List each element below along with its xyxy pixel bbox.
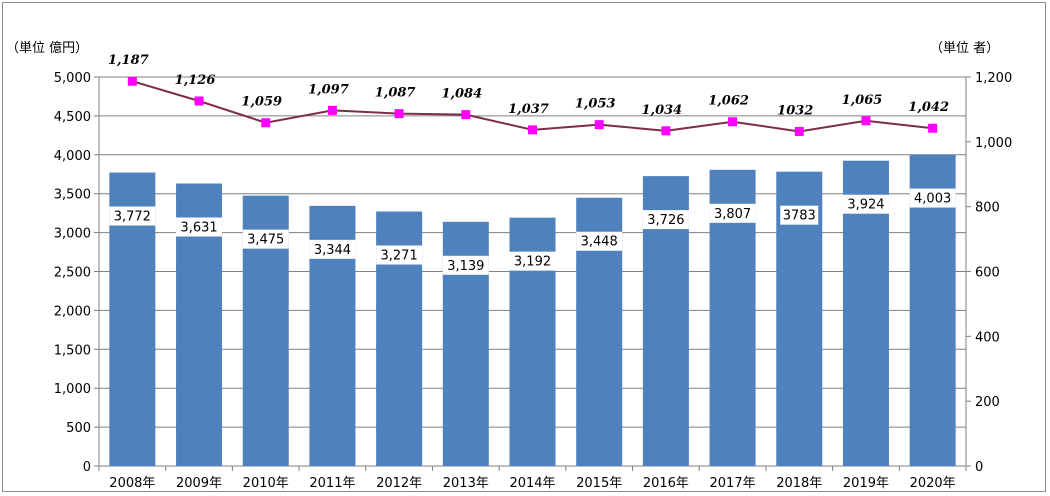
bar-label-box [442,255,489,275]
bar-data-label: 3,924 [847,198,884,213]
bar-data-label: 3,807 [714,207,751,222]
line-data-label: 1,037 [508,102,549,117]
x-tick-label: 2016年 [643,476,689,491]
left-tick-label: 2,000 [54,304,91,319]
line-marker [194,96,204,106]
bar-data-label: 3783 [783,209,816,224]
bar-data-label: 3,631 [180,221,217,236]
x-tick-label: 2019年 [843,476,889,491]
right-tick-label: 1,200 [975,71,1012,86]
line-marker [127,76,137,86]
x-tick-label: 2010年 [243,476,289,491]
line-marker [794,126,804,136]
line-marker [461,110,471,120]
x-tick-label: 2011年 [309,476,355,491]
line-data-label: 1032 [777,103,813,118]
bar-label-box [780,205,819,225]
bar-label-box [909,188,956,208]
bar-label-box [842,194,889,214]
left-tick-label: 5,000 [54,71,91,86]
line-data-label: 1,034 [642,103,683,118]
line-marker [661,126,671,136]
bar-label-box [509,251,556,271]
bar-data-label: 3,271 [381,249,418,264]
bar-label-box [642,210,689,230]
line-data-label: 1,053 [575,97,616,112]
line-data-label: 1,126 [175,73,216,88]
bar-data-label: 3,344 [314,243,351,258]
line-data-label: 1,059 [241,95,282,110]
right-axis-unit-label: （単位 者） [930,41,1000,56]
bar-data-label: 4,003 [914,192,951,207]
bar-data-label: 3,448 [581,235,618,250]
left-tick-label: 500 [66,421,91,436]
line-data-label: 1,042 [908,100,949,115]
line-marker [928,123,938,133]
right-tick-label: 400 [975,330,1000,345]
line-marker [528,125,537,135]
left-tick-label: 3,500 [54,188,91,203]
x-tick-label: 2013年 [443,476,489,491]
line-marker [327,105,337,115]
bar-label-box [109,206,156,226]
x-tick-label: 2015年 [576,476,622,491]
line-data-label: 1,084 [441,87,482,102]
left-tick-label: 0 [83,460,91,475]
line-marker [261,118,271,128]
line-data-label: 1,062 [708,94,749,109]
right-tick-label: 800 [975,201,1000,216]
line-data-label: 1,187 [108,53,149,68]
x-tick-label: 2014年 [509,476,555,491]
bar-label-box [376,245,423,265]
combo-chart: 0 500 1,000 1,500 2,000 2,500 3,000 3,500 4,000 4… [54,53,1012,491]
left-axis-unit-label: （単位 億円） [6,41,89,56]
right-tick-label: 0 [975,460,983,475]
bar-data-label: 3,192 [514,255,551,270]
bar-label-box [309,239,356,259]
left-tick-label: 3,000 [54,227,91,242]
bar-label-box [242,229,289,249]
left-tick-label: 2,500 [54,266,91,281]
x-tick-label: 2012年 [376,476,422,491]
bar-label-box [709,203,756,223]
bar-label-box [576,231,623,251]
line-data-label: 1,097 [308,82,349,97]
left-tick-label: 4,500 [54,110,91,125]
bar-data-label: 3,475 [247,233,284,248]
line-marker [861,116,871,126]
left-tick-label: 1,500 [54,343,91,358]
line-marker [728,117,738,127]
right-tick-label: 1,000 [975,136,1012,151]
bar-data-label: 3,139 [447,259,484,274]
line-marker [394,109,404,119]
x-tick-label: 2009年 [176,476,222,491]
bar-label-box [176,217,223,237]
right-tick-label: 600 [975,266,1000,281]
left-tick-label: 4,000 [54,149,91,164]
line-data-label: 1,065 [842,93,883,108]
right-tick-label: 200 [975,395,1000,410]
left-tick-label: 1,000 [54,382,91,397]
bar-data-label: 3,772 [114,210,151,225]
line-marker [594,120,604,130]
bar-data-label: 3,726 [647,213,684,228]
x-tick-label: 2020年 [910,476,956,491]
line-data-label: 1,087 [375,86,416,101]
x-tick-label: 2008年 [109,476,155,491]
x-tick-label: 2017年 [710,476,756,491]
x-tick-label: 2018年 [776,476,822,491]
